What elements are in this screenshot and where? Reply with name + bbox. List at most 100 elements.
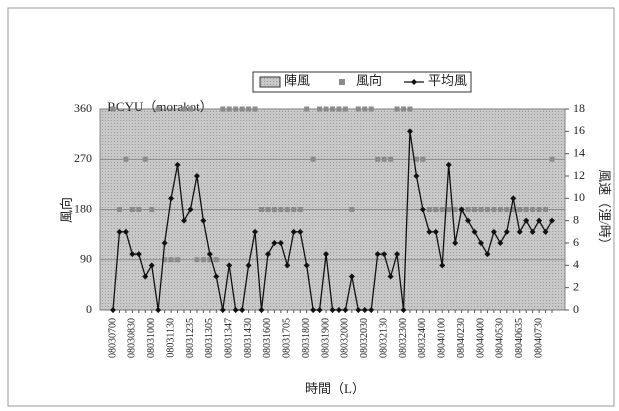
direction-marker — [510, 207, 516, 212]
x-tick-label: 08031347 — [224, 318, 235, 358]
direction-marker — [291, 207, 297, 212]
mean-wind-marker — [445, 161, 452, 168]
direction-marker — [420, 156, 426, 162]
mean-wind-marker — [239, 307, 246, 313]
direction-marker — [342, 106, 348, 112]
direction-marker — [271, 207, 277, 212]
y2-tick-label: 4 — [573, 257, 579, 271]
x-tick-label: 08040730 — [533, 318, 544, 358]
direction-marker — [330, 106, 335, 112]
mean-wind-marker — [394, 251, 401, 258]
direction-marker — [465, 207, 471, 212]
frame — [7, 7, 615, 407]
x-tick-label: 08032030 — [359, 318, 370, 358]
mean-wind-marker — [465, 217, 472, 224]
chart-title: RCYU（morakot） — [107, 99, 212, 114]
y-axis-label: 風向 — [59, 197, 74, 223]
mean-wind-marker — [490, 228, 497, 235]
y2-tick-label: 18 — [573, 101, 585, 115]
x-tick-label: 08032130 — [378, 318, 389, 358]
mean-wind-marker — [549, 217, 555, 224]
direction-marker — [491, 207, 497, 212]
mean-wind-marker — [348, 273, 355, 280]
direction-marker — [110, 106, 116, 112]
direction-marker — [394, 106, 400, 112]
direction-marker — [323, 106, 329, 112]
x-tick-label: 08032400 — [417, 318, 428, 358]
mean-wind-marker — [181, 217, 188, 224]
direction-marker — [375, 156, 381, 162]
mean-wind-marker — [187, 206, 194, 213]
mean-wind-marker — [200, 217, 207, 224]
mean-wind-marker — [335, 307, 342, 313]
direction-marker — [497, 207, 503, 212]
direction-marker — [368, 106, 374, 112]
mean-wind-marker — [458, 206, 465, 213]
mean-wind-marker — [168, 195, 175, 202]
x-tick-label: 08031600 — [262, 318, 273, 358]
x-tick-label: 08030830 — [127, 318, 138, 358]
mean-wind-marker — [116, 228, 123, 235]
mean-wind-marker — [264, 251, 271, 258]
y2-tick-label: 8 — [573, 212, 579, 226]
direction-marker — [252, 106, 258, 112]
mean-wind-marker — [258, 307, 265, 313]
x-tick-label: 08031800 — [301, 318, 312, 358]
y2-axis-label: 風速（浬/時） — [597, 169, 612, 251]
mean-wind-marker — [361, 307, 368, 313]
mean-wind-marker — [484, 251, 491, 258]
direction-marker — [129, 207, 135, 212]
direction-marker — [297, 207, 303, 212]
direction-marker — [426, 207, 432, 212]
direction-marker — [413, 156, 419, 162]
direction-marker — [310, 156, 316, 162]
direction-marker — [194, 257, 200, 263]
direction-marker — [142, 156, 148, 162]
direction-marker — [523, 207, 529, 212]
direction-marker — [355, 106, 361, 112]
mean-wind-marker — [432, 228, 439, 235]
y-tick-label: 270 — [74, 151, 92, 165]
y2-tick-label: 2 — [573, 279, 579, 293]
mean-wind-marker — [497, 240, 504, 246]
direction-marker — [200, 257, 206, 263]
mean-wind-marker — [193, 173, 200, 179]
x-tick-label: 08031900 — [320, 318, 331, 358]
direction-marker — [381, 156, 387, 162]
x-tick-label: 08032300 — [398, 318, 409, 358]
x-axis-label: 時間（L） — [305, 381, 365, 396]
mean-wind-marker — [477, 240, 484, 246]
x-tick-label: 08040400 — [475, 318, 486, 358]
y2-tick-label: 14 — [573, 145, 585, 159]
mean-wind-marker — [374, 251, 381, 258]
mean-wind-marker — [213, 273, 220, 280]
direction-marker — [239, 106, 245, 112]
direction-marker — [168, 257, 174, 263]
direction-marker — [472, 207, 478, 212]
direction-marker — [136, 207, 142, 212]
x-tick-label: 08031305 — [204, 318, 215, 358]
mean-wind-marker — [426, 228, 433, 235]
mean-wind-marker — [161, 240, 168, 246]
mean-wind-marker — [206, 251, 213, 258]
mean-wind-marker — [342, 307, 349, 313]
direction-marker — [220, 106, 226, 112]
x-tick-label: 08040635 — [514, 318, 525, 358]
x-tick-label: 08032000 — [340, 318, 351, 358]
direction-marker — [278, 207, 284, 212]
x-tick-label: 08031235 — [185, 318, 196, 358]
mean-wind-marker — [510, 195, 517, 202]
direction-marker — [446, 207, 452, 212]
y-tick-label: 90 — [80, 252, 92, 266]
direction-marker — [362, 106, 368, 112]
direction-marker — [149, 207, 155, 212]
direction-marker — [484, 207, 490, 212]
mean-wind-marker — [252, 228, 259, 235]
mean-wind-marker — [297, 228, 304, 235]
mean-wind-marker — [303, 262, 310, 269]
x-tick-label: 08031000 — [146, 318, 157, 358]
direction-marker — [233, 106, 239, 112]
direction-marker — [536, 207, 542, 212]
